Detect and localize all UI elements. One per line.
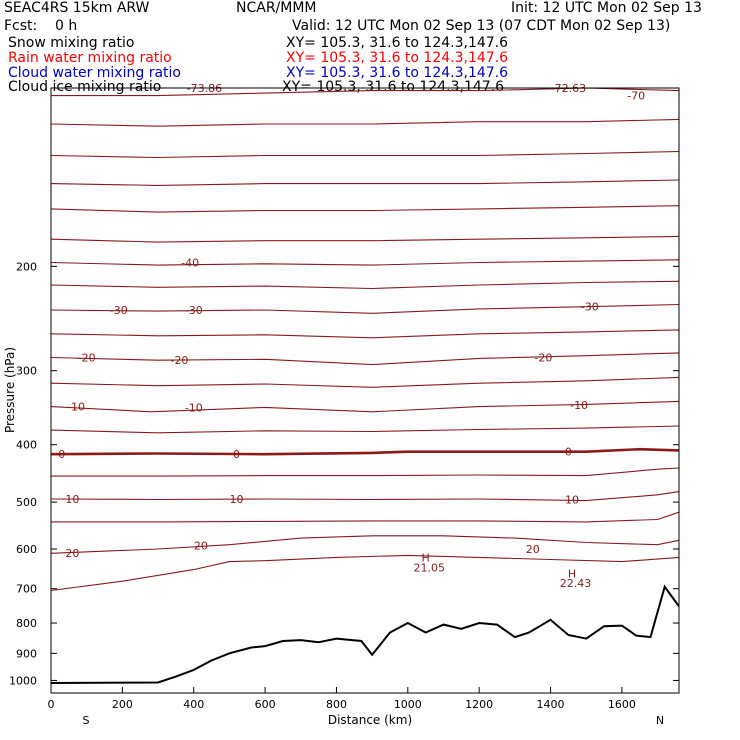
source-label: NCAR/MMM	[236, 0, 317, 16]
contour-line-m45	[50, 235, 680, 243]
contour-label: -20	[534, 351, 552, 364]
contour-line-m25	[50, 329, 680, 339]
x-tick-label: 0	[48, 698, 55, 711]
y-tick-label: 800	[16, 617, 37, 630]
extremum-label: 22.43	[560, 577, 592, 590]
x-tick-label: 1600	[608, 698, 636, 711]
contour-line-m5	[50, 425, 680, 434]
contour-line-m35	[50, 280, 680, 290]
contour-label: 20	[526, 543, 540, 556]
x-axis-title: Distance (km)	[328, 713, 412, 727]
contour-label: -10	[185, 401, 203, 414]
contour-label: 10	[565, 494, 579, 507]
contour-label: -10	[67, 401, 85, 414]
y-tick-label: 1000	[9, 674, 37, 687]
contour-line-20	[50, 535, 680, 554]
contour-line-25	[50, 554, 680, 592]
x-end-label-south: S	[83, 714, 90, 727]
field-xy-snow: XY= 105.3, 31.6 to 124.3,147.6	[286, 35, 509, 51]
y-tick-label: 300	[16, 365, 37, 378]
contour-label: -70	[627, 90, 645, 103]
contour-line-0	[50, 447, 680, 456]
valid-time: Valid: 12 UTC Mon 02 Sep 13 (07 CDT Mon …	[292, 18, 671, 34]
terrain-line	[50, 584, 680, 684]
init-time: Init: 12 UTC Mon 02 Sep 13	[511, 0, 702, 16]
contour-line-m60	[50, 150, 680, 159]
field-name-cloud-ice: Cloud ice mixing ratio	[8, 79, 162, 95]
contour-label: 20	[65, 547, 79, 560]
contour-label: -40	[181, 256, 199, 269]
contour-line-10	[50, 491, 680, 502]
contour-label: 20	[194, 540, 208, 553]
contour-label: 0	[58, 448, 65, 461]
field-name-rain: Rain water mixing ratio	[8, 50, 172, 66]
contour-line-m50	[50, 205, 680, 213]
plot-frame	[50, 87, 680, 694]
y-axis-title: Pressure (hPa)	[3, 347, 17, 433]
contour-line-15	[51, 511, 680, 523]
contour-label: 0	[233, 448, 240, 461]
contour-line-m10	[50, 400, 680, 413]
contour-label: -30	[581, 301, 599, 314]
y-tick-label: 400	[16, 439, 37, 452]
model-title: SEAC4RS 15km ARW	[4, 0, 150, 16]
contour-line-m20	[50, 352, 680, 366]
y-tick-label: 600	[16, 543, 37, 556]
contour-line-m55	[50, 179, 680, 186]
x-tick-label: 600	[255, 698, 276, 711]
contour-line-m65	[50, 118, 680, 127]
contour-label: 0	[565, 446, 572, 459]
contour-line-m15	[50, 376, 680, 388]
x-tick-label: 1200	[465, 698, 493, 711]
y-tick-label: 200	[16, 260, 37, 273]
x-end-label-north: N	[656, 714, 664, 727]
contour-label: 10	[65, 493, 79, 506]
x-tick-label: 1400	[537, 698, 565, 711]
contour-line-m40	[50, 259, 680, 266]
forecast-hour: Fcst: 0 h	[4, 18, 78, 34]
contour-label: -30	[185, 304, 203, 317]
y-tick-label: 700	[16, 583, 37, 596]
contour-label: 10	[230, 493, 244, 506]
extremum-label: 21.05	[413, 562, 445, 575]
x-tick-label: 1000	[394, 698, 422, 711]
contour-label: -20	[170, 354, 188, 367]
x-tick-label: 400	[183, 698, 204, 711]
contour-line-5	[51, 467, 680, 477]
contour-label: -20	[78, 351, 96, 364]
extremum-label: H	[568, 568, 576, 581]
x-tick-label: 800	[326, 698, 347, 711]
x-tick-label: 200	[112, 698, 133, 711]
field-name-snow: Snow mixing ratio	[8, 35, 135, 51]
y-tick-label: 500	[16, 496, 37, 509]
contour-label: -10	[570, 399, 588, 412]
contour-line-m30	[50, 303, 680, 314]
field-xy-rain: XY= 105.3, 31.6 to 124.3,147.6	[286, 50, 509, 66]
contour-label: -30	[110, 304, 128, 317]
y-tick-label: 900	[16, 647, 37, 660]
field-name-cloud-water: Cloud water mixing ratio	[8, 65, 181, 81]
field-xy-cloud-water: XY= 105.3, 31.6 to 124.3,147.6	[286, 65, 509, 81]
extremum-label: H	[422, 551, 430, 564]
